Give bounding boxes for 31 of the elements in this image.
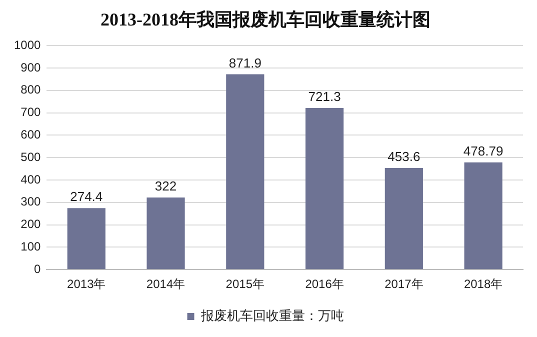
y-tick-label: 0 (34, 262, 42, 276)
y-tick-label: 600 (20, 128, 42, 142)
bar (384, 168, 423, 270)
y-tick-label: 1000 (14, 38, 42, 52)
y-tick-label: 500 (20, 150, 42, 164)
bar (67, 208, 106, 270)
bar (305, 108, 344, 270)
x-tick-label: 2017年 (384, 277, 424, 292)
y-tick-label: 200 (20, 217, 42, 232)
x-tick-label: 2014年 (146, 277, 186, 292)
x-tick-label: 2013年 (67, 277, 106, 292)
legend-label: 报废机车回收重量：万吨 (200, 308, 344, 324)
data-label: 871.9 (228, 55, 262, 70)
y-tick-label: 700 (20, 105, 42, 120)
data-label: 453.6 (388, 149, 420, 164)
y-tick-label: 100 (20, 240, 42, 254)
y-tick-label: 900 (20, 60, 42, 74)
x-tick-label: 2015年 (226, 277, 265, 292)
data-label: 274.4 (70, 189, 103, 204)
bar (146, 197, 185, 270)
y-tick-label: 400 (20, 172, 42, 186)
data-label: 322 (154, 178, 177, 194)
data-label: 478.79 (463, 143, 504, 158)
bar (226, 74, 264, 270)
x-tick-label: 2018年 (464, 277, 503, 292)
data-label: 721.3 (308, 89, 341, 104)
x-tick-label: 2016年 (305, 277, 344, 292)
bar (464, 162, 502, 270)
y-tick-label: 800 (20, 82, 42, 97)
chart-title: 2013-2018年我国报废机车回收重量统计图 (100, 9, 430, 30)
y-tick-label: 300 (20, 194, 42, 209)
